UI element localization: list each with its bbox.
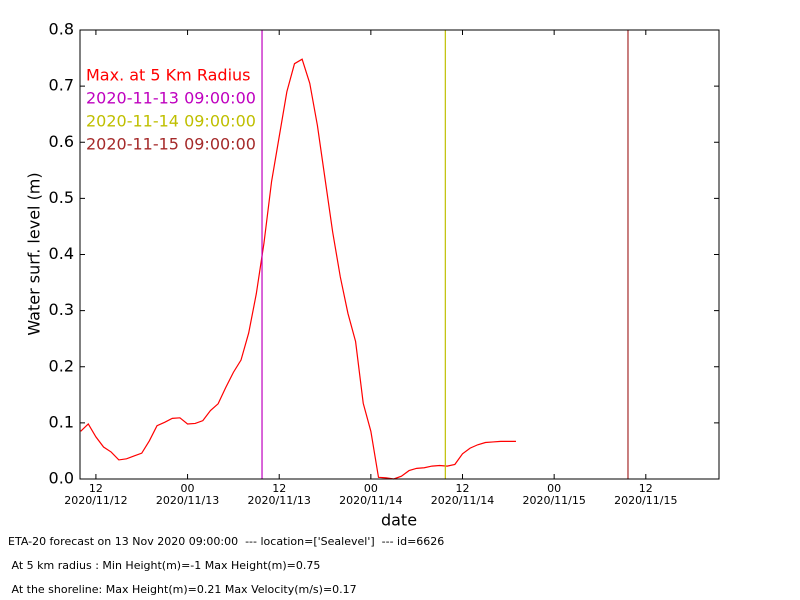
- legend-entry: 2020-11-15 09:00:00: [86, 135, 256, 154]
- y-tick-label: 0.8: [49, 20, 74, 39]
- data-line: [80, 58, 516, 480]
- x-tick-label: 12: [272, 482, 286, 495]
- x-tick-date: 2020/11/15: [522, 494, 585, 507]
- x-tick-date: 2020/11/13: [156, 494, 219, 507]
- y-tick-label: 0.4: [49, 244, 74, 263]
- y-tick-label: 0.6: [49, 132, 74, 151]
- footnote: At 5 km radius : Min Height(m)=-1 Max He…: [8, 559, 320, 572]
- legend-entry: 2020-11-14 09:00:00: [86, 112, 256, 131]
- y-tick-label: 0.7: [49, 76, 74, 95]
- x-tick-label: 00: [181, 482, 195, 495]
- x-tick-date: 2020/11/14: [431, 494, 494, 507]
- x-axis-label: date: [381, 511, 417, 530]
- y-tick-label: 0.1: [49, 412, 74, 431]
- legend-entry: 2020-11-13 09:00:00: [86, 89, 256, 108]
- plot-frame: [79, 29, 720, 480]
- x-tick-date: 2020/11/12: [64, 494, 127, 507]
- y-tick-label: 0.5: [49, 188, 74, 207]
- x-tick-label: 12: [456, 482, 470, 495]
- legend-entry: Max. at 5 Km Radius: [86, 66, 251, 85]
- x-tick-date: 2020/11/15: [614, 494, 677, 507]
- y-tick-label: 0.0: [49, 469, 74, 488]
- y-tick-label: 0.2: [49, 356, 74, 375]
- footnote: ETA-20 forecast on 13 Nov 2020 09:00:00 …: [8, 535, 444, 548]
- x-tick-label: 12: [89, 482, 103, 495]
- footnote: At the shoreline: Max Height(m)=0.21 Max…: [8, 583, 357, 596]
- x-tick-date: 2020/11/14: [339, 494, 402, 507]
- y-axis-label: Water surf. level (m): [25, 172, 44, 335]
- x-tick-label: 00: [547, 482, 561, 495]
- x-tick-label: 12: [639, 482, 653, 495]
- y-tick-label: 0.3: [49, 300, 74, 319]
- x-tick-date: 2020/11/13: [248, 494, 311, 507]
- x-tick-label: 00: [364, 482, 378, 495]
